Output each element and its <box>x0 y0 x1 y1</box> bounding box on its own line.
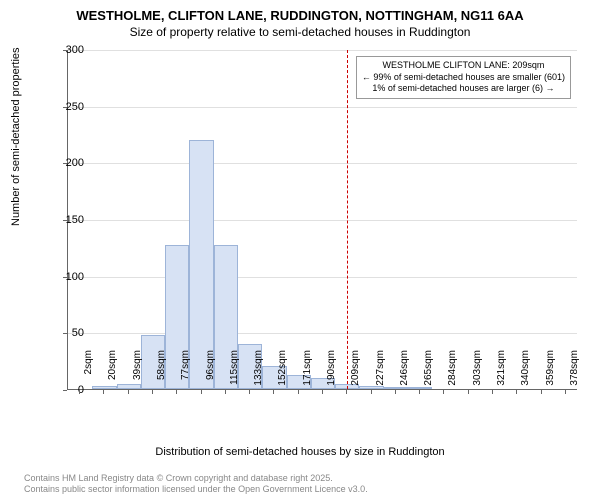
x-tick-label: 359sqm <box>545 350 556 395</box>
x-tick-label: 190sqm <box>326 350 337 395</box>
y-tick-mark <box>63 220 67 221</box>
annotation-line1: WESTHOLME CLIFTON LANE: 209sqm <box>362 60 565 72</box>
gridline <box>68 220 577 221</box>
footer-line2: Contains public sector information licen… <box>24 484 368 496</box>
x-tick-mark <box>395 390 396 394</box>
x-tick-mark <box>103 390 104 394</box>
annotation-line3: 1% of semi-detached houses are larger (6… <box>362 83 565 95</box>
x-tick-label: 321sqm <box>496 350 507 395</box>
x-tick-label: 340sqm <box>520 350 531 395</box>
x-tick-label: 133sqm <box>253 350 264 395</box>
x-tick-label: 284sqm <box>447 350 458 395</box>
x-tick-label: 2sqm <box>83 350 94 395</box>
x-tick-mark <box>565 390 566 394</box>
x-tick-mark <box>273 390 274 394</box>
x-tick-mark <box>298 390 299 394</box>
x-tick-mark <box>225 390 226 394</box>
x-tick-label: 39sqm <box>132 350 143 395</box>
y-tick-mark <box>63 390 67 391</box>
x-tick-mark <box>201 390 202 394</box>
x-tick-label: 20sqm <box>107 350 118 395</box>
y-tick-label: 300 <box>54 44 84 56</box>
gridline <box>68 277 577 278</box>
gridline <box>68 107 577 108</box>
y-tick-label: 100 <box>54 271 84 283</box>
x-tick-label: 171sqm <box>302 350 313 395</box>
y-tick-mark <box>63 163 67 164</box>
x-tick-mark <box>176 390 177 394</box>
x-tick-mark <box>541 390 542 394</box>
gridline <box>68 50 577 51</box>
plot-area: WESTHOLME CLIFTON LANE: 209sqm ← 99% of … <box>67 50 577 390</box>
x-tick-mark <box>443 390 444 394</box>
annotation-box: WESTHOLME CLIFTON LANE: 209sqm ← 99% of … <box>356 56 571 99</box>
chart-title-main: WESTHOLME, CLIFTON LANE, RUDDINGTON, NOT… <box>0 8 600 23</box>
y-tick-label: 250 <box>54 101 84 113</box>
x-tick-mark <box>371 390 372 394</box>
x-tick-mark <box>516 390 517 394</box>
x-tick-mark <box>492 390 493 394</box>
gridline <box>68 163 577 164</box>
x-tick-mark <box>79 390 80 394</box>
x-tick-mark <box>468 390 469 394</box>
annotation-line2: ← 99% of semi-detached houses are smalle… <box>362 72 565 84</box>
x-tick-label: 378sqm <box>569 350 580 395</box>
x-tick-label: 209sqm <box>350 350 361 395</box>
y-tick-label: 50 <box>54 327 84 339</box>
x-tick-label: 265sqm <box>423 350 434 395</box>
footer-line1: Contains HM Land Registry data © Crown c… <box>24 473 368 485</box>
x-tick-label: 152sqm <box>277 350 288 395</box>
chart-container: WESTHOLME, CLIFTON LANE, RUDDINGTON, NOT… <box>0 0 600 500</box>
x-axis-label: Distribution of semi-detached houses by … <box>0 446 600 458</box>
x-tick-mark <box>346 390 347 394</box>
x-tick-label: 303sqm <box>472 350 483 395</box>
chart-title-sub: Size of property relative to semi-detach… <box>0 25 600 39</box>
x-tick-label: 77sqm <box>180 350 191 395</box>
x-tick-label: 227sqm <box>375 350 386 395</box>
x-tick-label: 96sqm <box>205 350 216 395</box>
y-tick-label: 150 <box>54 214 84 226</box>
y-tick-mark <box>63 107 67 108</box>
x-tick-mark <box>249 390 250 394</box>
y-tick-mark <box>63 277 67 278</box>
y-axis-label: Number of semi-detached properties <box>10 47 22 226</box>
x-tick-label: 115sqm <box>229 350 240 395</box>
x-tick-label: 246sqm <box>399 350 410 395</box>
x-tick-mark <box>152 390 153 394</box>
reference-line <box>347 50 348 389</box>
x-tick-mark <box>322 390 323 394</box>
x-tick-mark <box>419 390 420 394</box>
y-tick-label: 200 <box>54 157 84 169</box>
y-tick-mark <box>63 50 67 51</box>
x-tick-label: 58sqm <box>156 350 167 395</box>
footer-attribution: Contains HM Land Registry data © Crown c… <box>24 473 368 496</box>
x-tick-mark <box>128 390 129 394</box>
y-tick-mark <box>63 333 67 334</box>
